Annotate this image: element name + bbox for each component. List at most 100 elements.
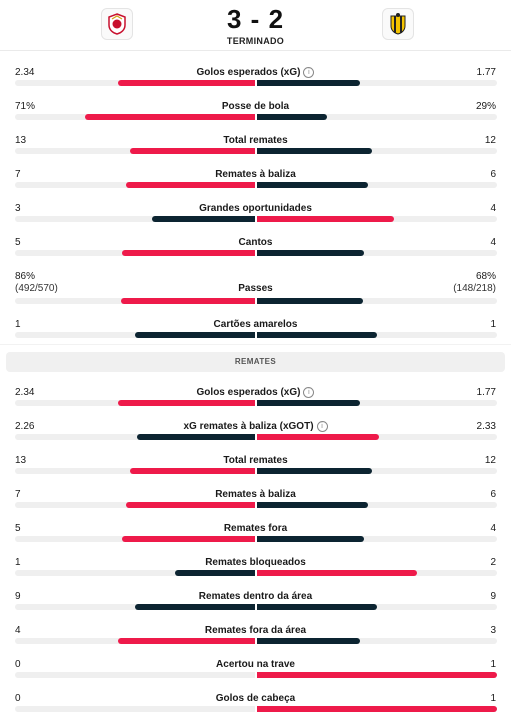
info-icon[interactable]: i: [303, 67, 315, 78]
stat-name: Passes: [100, 283, 411, 295]
away-stat-bar-track: [257, 182, 497, 188]
info-icon[interactable]: i: [316, 421, 328, 432]
stat-row: 2.34 1.77 Golos esperados (xG) i: [0, 387, 511, 421]
stat-name-label: Total remates: [223, 135, 288, 146]
away-stat-bar: [257, 638, 360, 644]
home-stat-bar-track: [15, 706, 255, 712]
home-stat-value: 13: [15, 135, 27, 146]
away-stat-bar: [257, 298, 363, 304]
away-stat-bar-track: [257, 148, 497, 154]
home-stat-value: 2.34: [15, 387, 35, 398]
away-stat-value: 3: [490, 625, 496, 636]
stat-row: 5 4 Remates fora: [0, 523, 511, 557]
stat-name: Golos esperados (xG) i: [100, 67, 411, 79]
stat-name: Golos esperados (xG) i: [100, 387, 411, 399]
home-stat-bar-track: [15, 80, 255, 86]
away-stat-bar-track: [257, 706, 497, 712]
stat-name: Acertou na trave: [100, 659, 411, 671]
away-stat-value: 12: [484, 135, 496, 146]
home-stat-value: 4: [15, 625, 21, 636]
stat-row: 9 9 Remates dentro da área: [0, 591, 511, 625]
home-stat-bar: [152, 216, 255, 222]
home-stat-bar: [84, 114, 255, 120]
stat-row: 2.26 2.33 xG remates à baliza (xGOT) i: [0, 421, 511, 455]
stat-row: 1 2 Remates bloqueados: [0, 557, 511, 591]
home-stat-value: 86%: [15, 271, 36, 282]
away-stat-bar-track: [257, 114, 497, 120]
home-score: 3: [226, 4, 243, 34]
home-stat-bar: [117, 638, 255, 644]
stat-row: 0 1 Golos de cabeça: [0, 693, 511, 727]
home-stat-value: 7: [15, 489, 21, 500]
home-stat-bar-track: [15, 468, 255, 474]
stat-row: 3 4 Grandes oportunidades: [0, 203, 511, 237]
home-stat-bar: [136, 434, 255, 440]
away-stat-bar-track: [257, 604, 497, 610]
away-stat-bar-track: [257, 570, 497, 576]
away-team-crest[interactable]: [382, 8, 414, 40]
away-stat-bar-track: [257, 400, 497, 406]
stat-name-label: Total remates: [223, 455, 288, 466]
home-team-crest[interactable]: [101, 8, 133, 40]
section-divider: [0, 344, 511, 345]
away-stat-value: 1: [490, 693, 496, 704]
away-stat-bar: [257, 114, 327, 120]
stat-name-label: Remates fora: [223, 523, 288, 534]
home-stat-bar: [118, 80, 255, 86]
home-stat-bar-track: [15, 182, 255, 188]
away-stat-value: 6: [490, 169, 496, 180]
away-stat-bar-track: [257, 250, 497, 256]
stat-name: Posse de bola: [100, 101, 411, 113]
stat-name: Golos de cabeça: [100, 693, 411, 705]
away-stat-bar-track: [257, 332, 497, 338]
stat-row: 71% 29% Posse de bola: [0, 101, 511, 135]
away-stat-bar: [257, 434, 379, 440]
stat-name-label: Acertou na trave: [216, 659, 295, 670]
away-stat-bar: [257, 80, 361, 86]
home-stat-bar-track: [15, 298, 255, 304]
match-score: 3 - 2: [0, 4, 511, 35]
home-stat-bar-track: [15, 536, 255, 542]
stat-name: xG remates à baliza (xGOT) i: [100, 421, 411, 433]
stat-name: Remates fora da área: [100, 625, 411, 637]
stat-name-label: Golos esperados (xG): [196, 67, 301, 78]
stat-name-label: Cartões amarelos: [213, 319, 298, 330]
home-stat-value: 0: [15, 693, 21, 704]
away-stat-bar: [257, 332, 377, 338]
stat-row: 0 1 Acertou na trave: [0, 659, 511, 693]
stat-row: 2.34 1.77 Golos esperados (xG) i: [0, 67, 511, 101]
home-stat-bar: [121, 536, 255, 542]
stat-row: 13 12 Total remates: [0, 135, 511, 169]
away-stat-bar-track: [257, 434, 497, 440]
eagle-crest-icon: [108, 13, 126, 35]
away-stat-bar: [257, 148, 373, 154]
stat-name-label: Posse de bola: [221, 101, 290, 112]
away-stat-bar: [257, 570, 417, 576]
home-stat-value: 7: [15, 169, 21, 180]
info-icon[interactable]: i: [303, 387, 315, 398]
stat-name: Remates fora: [100, 523, 411, 535]
home-stat-bar: [130, 148, 255, 154]
match-header: 3 - 2 TERMINADO: [0, 0, 511, 51]
stat-name: Remates dentro da área: [100, 591, 411, 603]
home-stat-bar-track: [15, 502, 255, 508]
stat-name-label: Passes: [238, 283, 273, 294]
away-stat-bar: [257, 182, 368, 188]
away-stat-bar-track: [257, 298, 497, 304]
away-stat-value: 4: [490, 523, 496, 534]
home-stat-bar: [118, 400, 255, 406]
home-stat-bar: [121, 250, 255, 256]
stat-name: Cartões amarelos: [100, 319, 411, 331]
away-stat-bar-track: [257, 672, 497, 678]
away-stat-bar: [257, 250, 364, 256]
away-stat-bar-track: [257, 536, 497, 542]
away-stat-detail: (148/218): [453, 283, 496, 294]
home-stat-bar-track: [15, 148, 255, 154]
home-stat-bar: [175, 570, 255, 576]
home-stat-bar: [125, 502, 255, 508]
home-stat-bar: [135, 604, 255, 610]
away-stat-bar: [257, 672, 497, 678]
home-stat-bar-track: [15, 434, 255, 440]
away-stat-value: 2.33: [476, 421, 496, 432]
stat-name-label: Remates bloqueados: [205, 557, 306, 568]
